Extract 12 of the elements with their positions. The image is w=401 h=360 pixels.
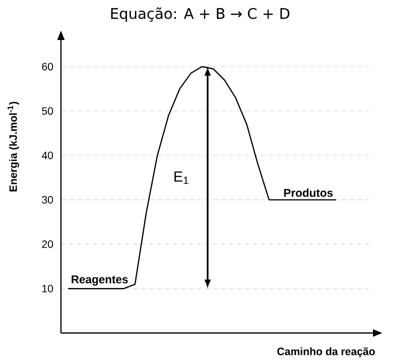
chart-title: Equação: A + B → C + D — [111, 7, 290, 22]
y-tick-label: 40 — [42, 152, 53, 160]
y-tick-label: 50 — [42, 107, 53, 115]
y-tick-label: 20 — [42, 240, 53, 248]
x-axis-title: Caminho da reação — [277, 347, 375, 358]
y-tick-label: 60 — [42, 62, 53, 70]
annotation: E$_{1}$ — [174, 171, 188, 184]
y-tick-label: 10 — [42, 284, 53, 292]
y-axis-title: Energia (kJ.mol$^{-1}$) — [8, 102, 20, 192]
y-tick-label: 30 — [42, 196, 53, 204]
annotation: Reagentes — [72, 275, 128, 286]
annotation: Produtos — [284, 188, 333, 197]
